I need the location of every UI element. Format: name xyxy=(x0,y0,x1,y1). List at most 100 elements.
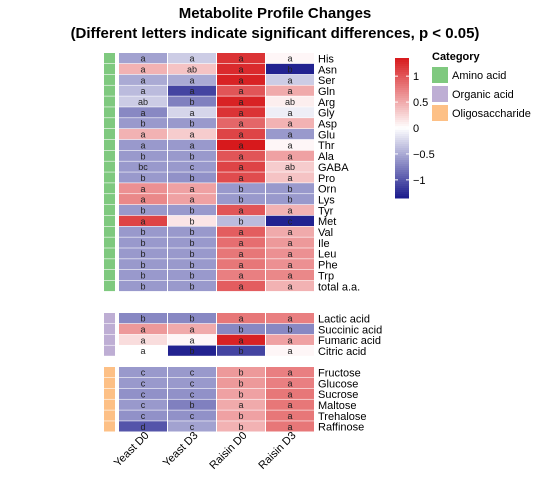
color-scale-label: 0 xyxy=(413,123,419,135)
category-cell xyxy=(104,204,115,216)
heatmap-cell xyxy=(266,194,314,205)
heatmap-cell xyxy=(217,85,265,96)
category-cell xyxy=(104,367,115,378)
significance-letter: a xyxy=(238,140,243,150)
color-scale-step xyxy=(395,92,409,95)
color-scale-step xyxy=(395,146,409,149)
significance-letter: a xyxy=(238,260,243,270)
color-scale-step xyxy=(395,100,409,103)
significance-letter: b xyxy=(189,227,194,237)
color-scale-step xyxy=(395,174,409,177)
heatmap-cell xyxy=(168,248,216,259)
heatmap-cell xyxy=(168,63,216,75)
category-cell xyxy=(104,107,115,118)
color-scale-step xyxy=(395,122,409,125)
color-scale-step xyxy=(395,160,409,163)
heatmap-cell xyxy=(119,421,167,432)
significance-letter: a xyxy=(238,400,243,410)
legend-swatch xyxy=(432,86,448,102)
heatmap-cell xyxy=(266,74,314,85)
significance-letter: a xyxy=(140,346,145,356)
heatmap-cell xyxy=(266,377,314,389)
category-strip xyxy=(104,53,115,432)
significance-letter: a xyxy=(238,151,243,161)
color-scale-step xyxy=(395,132,409,135)
color-scale-step xyxy=(395,96,409,99)
color-scale-step xyxy=(395,140,409,143)
category-cell xyxy=(104,334,115,345)
heatmap-cell xyxy=(119,74,167,85)
heatmap-cell xyxy=(119,150,167,161)
row-label: Fructose xyxy=(318,367,361,379)
heatmap-cell xyxy=(168,410,216,421)
significance-letter: a xyxy=(238,64,243,74)
significance-letter: a xyxy=(287,422,292,432)
heatmap-cell xyxy=(119,323,167,335)
color-scale-step xyxy=(395,72,409,75)
category-cell xyxy=(104,248,115,259)
significance-letter: b xyxy=(189,119,194,129)
significance-letter: a xyxy=(189,140,194,150)
color-scale-label: −0.5 xyxy=(413,149,435,161)
color-scale-step xyxy=(395,154,409,157)
color-scale-step xyxy=(395,82,409,85)
significance-letter: b xyxy=(189,400,194,410)
heatmap-cell xyxy=(119,248,167,259)
significance-letter: a xyxy=(287,75,292,85)
heatmap-cell xyxy=(217,226,265,237)
heatmap-cell xyxy=(266,280,314,292)
row-label: Glu xyxy=(318,129,335,141)
row-label: Leu xyxy=(318,249,336,261)
significance-letter: b xyxy=(140,260,145,270)
significance-letter: b xyxy=(238,184,243,194)
significance-letter: b xyxy=(238,411,243,421)
heatmap-cell xyxy=(168,367,216,378)
heatmap-cell xyxy=(168,53,216,64)
row-label: Lactic acid xyxy=(318,313,370,325)
significance-letter: a xyxy=(287,238,292,248)
heatmap-cell xyxy=(217,107,265,118)
significance-letter: a xyxy=(189,54,194,64)
significance-letter: a xyxy=(287,335,292,345)
significance-letter: a xyxy=(238,119,243,129)
heatmap-cell xyxy=(119,96,167,107)
significance-letter: c xyxy=(190,411,195,421)
color-scale-step xyxy=(395,88,409,91)
row-label: Trehalose xyxy=(318,411,367,423)
category-cell xyxy=(104,313,115,324)
heatmap-cell xyxy=(217,421,265,432)
column-label: Yeast D0 xyxy=(112,430,152,470)
category-cell xyxy=(104,410,115,421)
heatmap-cell xyxy=(119,194,167,205)
significance-letter: a xyxy=(140,86,145,96)
color-scale-step xyxy=(395,74,409,77)
category-legend: Category Amino acid Organic acid Oligosacch… xyxy=(432,51,531,121)
significance-letter: a xyxy=(287,346,292,356)
heatmap-cell xyxy=(217,128,265,140)
significance-letter: b xyxy=(189,206,194,216)
heatmap-cell xyxy=(119,388,167,399)
significance-letter: a xyxy=(238,54,243,64)
color-scale-step xyxy=(395,106,409,109)
row-label: Orn xyxy=(318,184,336,196)
row-label: Succinic acid xyxy=(318,324,382,336)
heatmap-cell xyxy=(119,410,167,421)
significance-letter: a xyxy=(189,130,194,140)
row-label: His xyxy=(318,53,334,65)
significance-letter: a xyxy=(238,97,243,107)
category-cell xyxy=(104,323,115,335)
significance-letter: a xyxy=(238,335,243,345)
chart-subtitle: (Different letters indicate significant … xyxy=(70,25,480,42)
heatmap-cell xyxy=(168,345,216,356)
significance-letter: a xyxy=(238,249,243,259)
significance-letter: b xyxy=(140,238,145,248)
color-scale-label: −1 xyxy=(413,175,426,187)
row-label: Gly xyxy=(318,108,335,120)
significance-letter: c xyxy=(190,389,195,399)
heatmap-cell xyxy=(266,96,314,107)
category-cell xyxy=(104,259,115,270)
significance-letter: a xyxy=(287,271,292,281)
significance-letter: a xyxy=(140,324,145,334)
heatmap-cell xyxy=(217,74,265,85)
legend-swatch xyxy=(432,67,448,83)
